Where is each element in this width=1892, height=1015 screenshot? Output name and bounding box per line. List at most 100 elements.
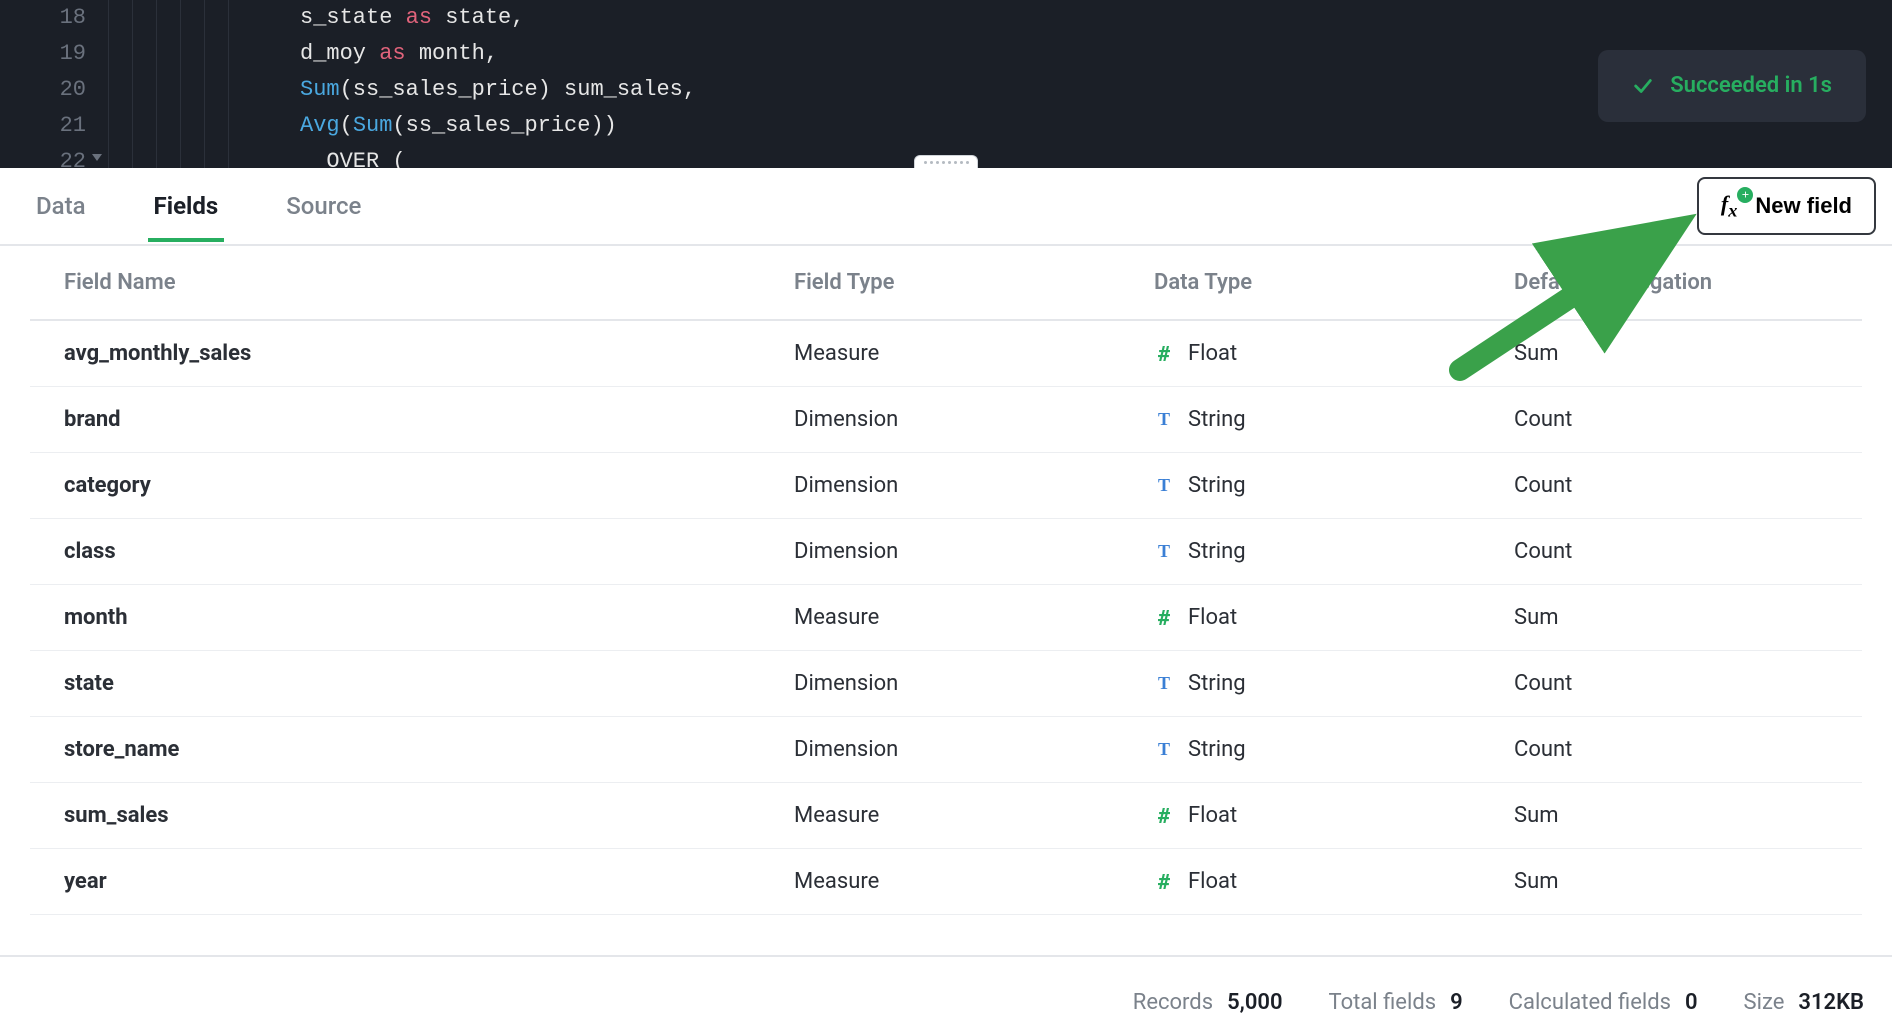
- footer-stat-label: Total fields: [1329, 990, 1437, 1015]
- column-header[interactable]: Data Type: [1120, 246, 1480, 320]
- fold-caret-icon[interactable]: [92, 154, 102, 161]
- results-tabbar: Data Fields Source fx + New field: [0, 168, 1892, 246]
- number-type-icon: #: [1154, 606, 1174, 630]
- fields-table-header: Field NameField TypeData TypeDefault Agg…: [30, 246, 1862, 320]
- line-number: 21: [0, 108, 86, 144]
- field-name-cell[interactable]: sum_sales: [30, 783, 760, 849]
- aggregation-cell: Count: [1480, 717, 1862, 783]
- query-status-text: Succeeded in 1s: [1670, 68, 1832, 104]
- data-type-cell: T String: [1120, 453, 1480, 519]
- field-type-cell: Dimension: [760, 387, 1120, 453]
- panel-resize-handle[interactable]: [914, 155, 978, 168]
- code-line[interactable]: OVER (: [300, 144, 1892, 168]
- results-tabs: Data Fields Source: [30, 170, 367, 242]
- aggregation-cell: Sum: [1480, 849, 1862, 915]
- fields-table-body: avg_monthly_salesMeasure#FloatSumbrandDi…: [30, 320, 1862, 915]
- line-number: 19: [0, 36, 86, 72]
- data-type-label: Float: [1188, 341, 1237, 366]
- footer-stat-value: 9: [1450, 990, 1463, 1015]
- string-type-icon: T: [1154, 541, 1174, 562]
- aggregation-cell: Sum: [1480, 783, 1862, 849]
- table-row[interactable]: stateDimension T String Count: [30, 651, 1862, 717]
- string-type-icon: T: [1154, 409, 1174, 430]
- footer-stat: Total fields 9: [1329, 990, 1463, 1015]
- number-type-icon: #: [1154, 804, 1174, 828]
- footer-stat-value: 312KB: [1798, 990, 1864, 1015]
- data-type-cell: # Float: [1120, 320, 1480, 387]
- footer-stat-value: 5,000: [1227, 990, 1282, 1015]
- column-header[interactable]: Field Type: [760, 246, 1120, 320]
- data-type-cell: T String: [1120, 717, 1480, 783]
- plus-badge-icon: +: [1737, 187, 1753, 203]
- aggregation-cell: Sum: [1480, 320, 1862, 387]
- data-type-label: String: [1188, 671, 1246, 696]
- table-row[interactable]: monthMeasure#FloatSum: [30, 585, 1862, 651]
- field-type-cell: Dimension: [760, 651, 1120, 717]
- string-type-icon: T: [1154, 475, 1174, 496]
- data-type-cell: # Float: [1120, 585, 1480, 651]
- tab-data[interactable]: Data: [30, 170, 92, 242]
- new-field-label: New field: [1755, 193, 1852, 219]
- data-type-cell: T String: [1120, 387, 1480, 453]
- number-type-icon: #: [1154, 870, 1174, 894]
- footer-stat: Size 312KB: [1744, 990, 1864, 1015]
- data-type-label: String: [1188, 407, 1246, 432]
- data-type-cell: # Float: [1120, 783, 1480, 849]
- new-field-button[interactable]: fx + New field: [1697, 177, 1876, 235]
- data-type-label: String: [1188, 737, 1246, 762]
- line-number: 18: [0, 0, 86, 36]
- data-type-label: Float: [1188, 803, 1237, 828]
- code-line[interactable]: s_state as state,: [300, 0, 1892, 36]
- column-header[interactable]: Field Name: [30, 246, 760, 320]
- aggregation-cell: Count: [1480, 519, 1862, 585]
- line-number: 22: [0, 144, 86, 168]
- aggregation-cell: Count: [1480, 651, 1862, 717]
- field-type-cell: Dimension: [760, 519, 1120, 585]
- data-type-label: Float: [1188, 605, 1237, 630]
- table-row[interactable]: categoryDimensionTStringCount: [30, 453, 1862, 519]
- footer-stat-value: 0: [1685, 990, 1698, 1015]
- tab-fields[interactable]: Fields: [148, 170, 225, 242]
- data-type-label: Float: [1188, 869, 1237, 894]
- query-status-pill: Succeeded in 1s: [1598, 50, 1866, 122]
- fx-icon: fx +: [1721, 191, 1744, 221]
- aggregation-cell: Count: [1480, 453, 1862, 519]
- table-row[interactable]: yearMeasure # Float Sum: [30, 849, 1862, 915]
- table-row[interactable]: store_nameDimension T String Count: [30, 717, 1862, 783]
- string-type-icon: T: [1154, 673, 1174, 694]
- field-name-cell[interactable]: month: [30, 585, 760, 651]
- footer-stat-label: Size: [1744, 990, 1785, 1015]
- data-type-cell: T String: [1120, 651, 1480, 717]
- aggregation-cell: Sum: [1480, 585, 1862, 651]
- field-type-cell: Dimension: [760, 717, 1120, 783]
- data-type-cell: T String: [1120, 519, 1480, 585]
- field-name-cell[interactable]: class: [30, 519, 760, 585]
- field-type-cell: Measure: [760, 849, 1120, 915]
- footer-stat-label: Records: [1133, 990, 1213, 1015]
- data-type-cell: # Float: [1120, 849, 1480, 915]
- aggregation-cell: Count: [1480, 387, 1862, 453]
- table-row[interactable]: brandDimension T String Count: [30, 387, 1862, 453]
- table-row[interactable]: avg_monthly_salesMeasure # Float Sum: [30, 320, 1862, 387]
- data-type-label: String: [1188, 539, 1246, 564]
- results-footer: Records 5,000 Total fields 9 Calculated fiel…: [0, 955, 1892, 1015]
- number-type-icon: #: [1154, 342, 1174, 366]
- field-type-cell: Measure: [760, 783, 1120, 849]
- field-name-cell[interactable]: year: [30, 849, 760, 915]
- tab-source[interactable]: Source: [280, 170, 367, 242]
- table-row[interactable]: sum_salesMeasure # Float Sum: [30, 783, 1862, 849]
- field-type-cell: Measure: [760, 320, 1120, 387]
- field-name-cell[interactable]: brand: [30, 387, 760, 453]
- string-type-icon: T: [1154, 739, 1174, 760]
- footer-stat-label: Calculated fields: [1509, 990, 1671, 1015]
- table-row[interactable]: classDimension T String Count: [30, 519, 1862, 585]
- sql-editor[interactable]: 1819202122 s_state as state,d_moy as mon…: [0, 0, 1892, 168]
- editor-gutter: 1819202122: [0, 0, 100, 168]
- line-number: 20: [0, 72, 86, 108]
- field-name-cell[interactable]: store_name: [30, 717, 760, 783]
- field-name-cell[interactable]: state: [30, 651, 760, 717]
- field-name-cell[interactable]: category: [30, 453, 760, 519]
- field-name-cell[interactable]: avg_monthly_sales: [30, 320, 760, 387]
- column-header[interactable]: Default Aggregation: [1480, 246, 1862, 320]
- data-type-label: String: [1188, 473, 1246, 498]
